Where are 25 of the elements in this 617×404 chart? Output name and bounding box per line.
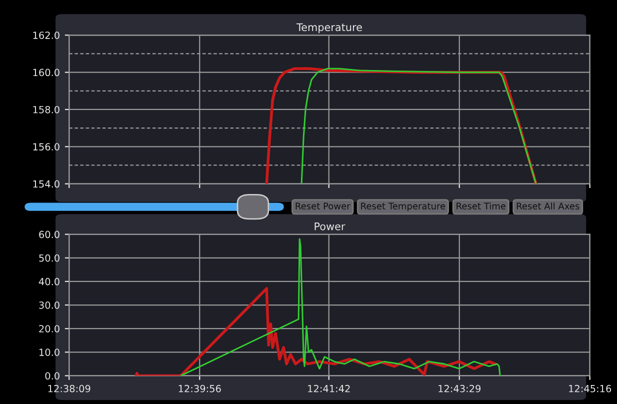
x-tick-label: 12:45:16 [569,384,612,392]
x-tick-label: 12:43:29 [438,384,481,392]
y-tick-label: 30.0 [39,302,60,309]
text: Reset Power [296,202,350,210]
y-tick-label: 0.0 [45,372,60,380]
y-tick-label: 50.0 [39,254,60,262]
y-tick-label: 160.0 [33,68,60,76]
text: Reset Time [456,202,506,210]
y-tick-label: 154.0 [33,180,60,188]
y-tick-label: 20.0 [39,325,60,332]
chart-title: Temperature [296,23,362,34]
y-tick-label: 60.0 [39,230,60,238]
line-series [180,238,501,376]
y-tick-label: 40.0 [38,278,60,286]
chart-title: Power [314,222,346,230]
x-tick-label: 12:38:09 [48,384,90,392]
x-tick-label: 12:41:42 [308,384,350,392]
y-tick-label: 158.0 [33,106,60,114]
text: Reset All Axes [516,202,580,210]
y-tick-label: 156.0 [33,143,60,150]
y-tick-label: 10.0 [39,348,60,356]
text: Reset Temperature [361,202,446,212]
x-tick-label: 12:39:56 [178,384,221,392]
y-tick-label: 162.0 [33,32,60,39]
line-series [134,287,496,376]
